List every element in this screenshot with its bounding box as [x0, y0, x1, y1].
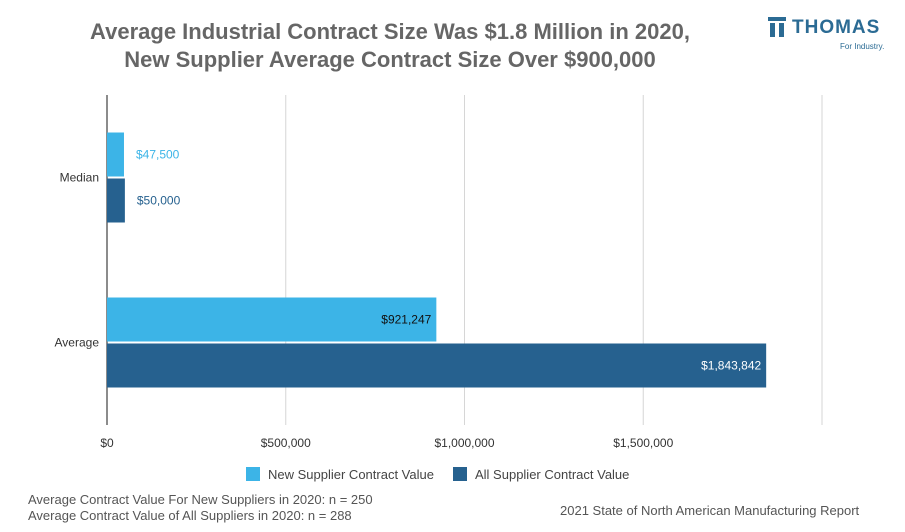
x-tick-label: $1,000,000 [434, 436, 494, 450]
thomas-logo-icon [768, 17, 786, 37]
bar [107, 178, 125, 223]
logo-wordmark: THOMAS [792, 17, 881, 38]
source-note: 2021 State of North American Manufacturi… [560, 503, 860, 518]
legend-label-all-supplier: All Supplier Contract Value [475, 467, 630, 482]
x-tick-label: $500,000 [261, 436, 311, 450]
title-line-1: Average Industrial Contract Size Was $1.… [90, 19, 690, 44]
logo-tagline: For Industry. [840, 42, 885, 51]
legend-label-new-supplier: New Supplier Contract Value [268, 467, 434, 482]
bar-chart: $0 $500,000 $1,000,000 $1,500,000 Median $47,… [55, 95, 823, 450]
legend-swatch-new-supplier [246, 467, 260, 481]
legend: New Supplier Contract Value All Supplier… [0, 466, 905, 484]
bar-value-label: $921,247 [381, 313, 431, 327]
bar [107, 343, 767, 388]
thomas-logo: THOMAS For Industry. [768, 16, 898, 56]
bar-value-label: $50,000 [137, 194, 181, 208]
title-line-2: New Supplier Average Contract Size Over … [124, 47, 656, 72]
sample-size-notes: Average Contract Value For New Suppliers… [28, 492, 373, 524]
category-label: Median [60, 171, 99, 185]
x-tick-label: $0 [100, 436, 114, 450]
note-new-suppliers: Average Contract Value For New Suppliers… [28, 492, 373, 507]
bar-value-label: $47,500 [136, 148, 180, 162]
bar [107, 132, 124, 177]
bar [107, 297, 437, 342]
bar-value-label: $1,843,842 [701, 359, 761, 373]
chart-title: Average Industrial Contract Size Was $1.… [0, 18, 780, 74]
legend-item-all-supplier: All Supplier Contract Value [453, 466, 629, 484]
legend-swatch-all-supplier [453, 467, 467, 481]
legend-item-new-supplier: New Supplier Contract Value [246, 466, 434, 484]
x-tick-label: $1,500,000 [613, 436, 673, 450]
category-label: Average [55, 336, 100, 350]
note-all-suppliers: Average Contract Value of All Suppliers … [28, 508, 352, 523]
